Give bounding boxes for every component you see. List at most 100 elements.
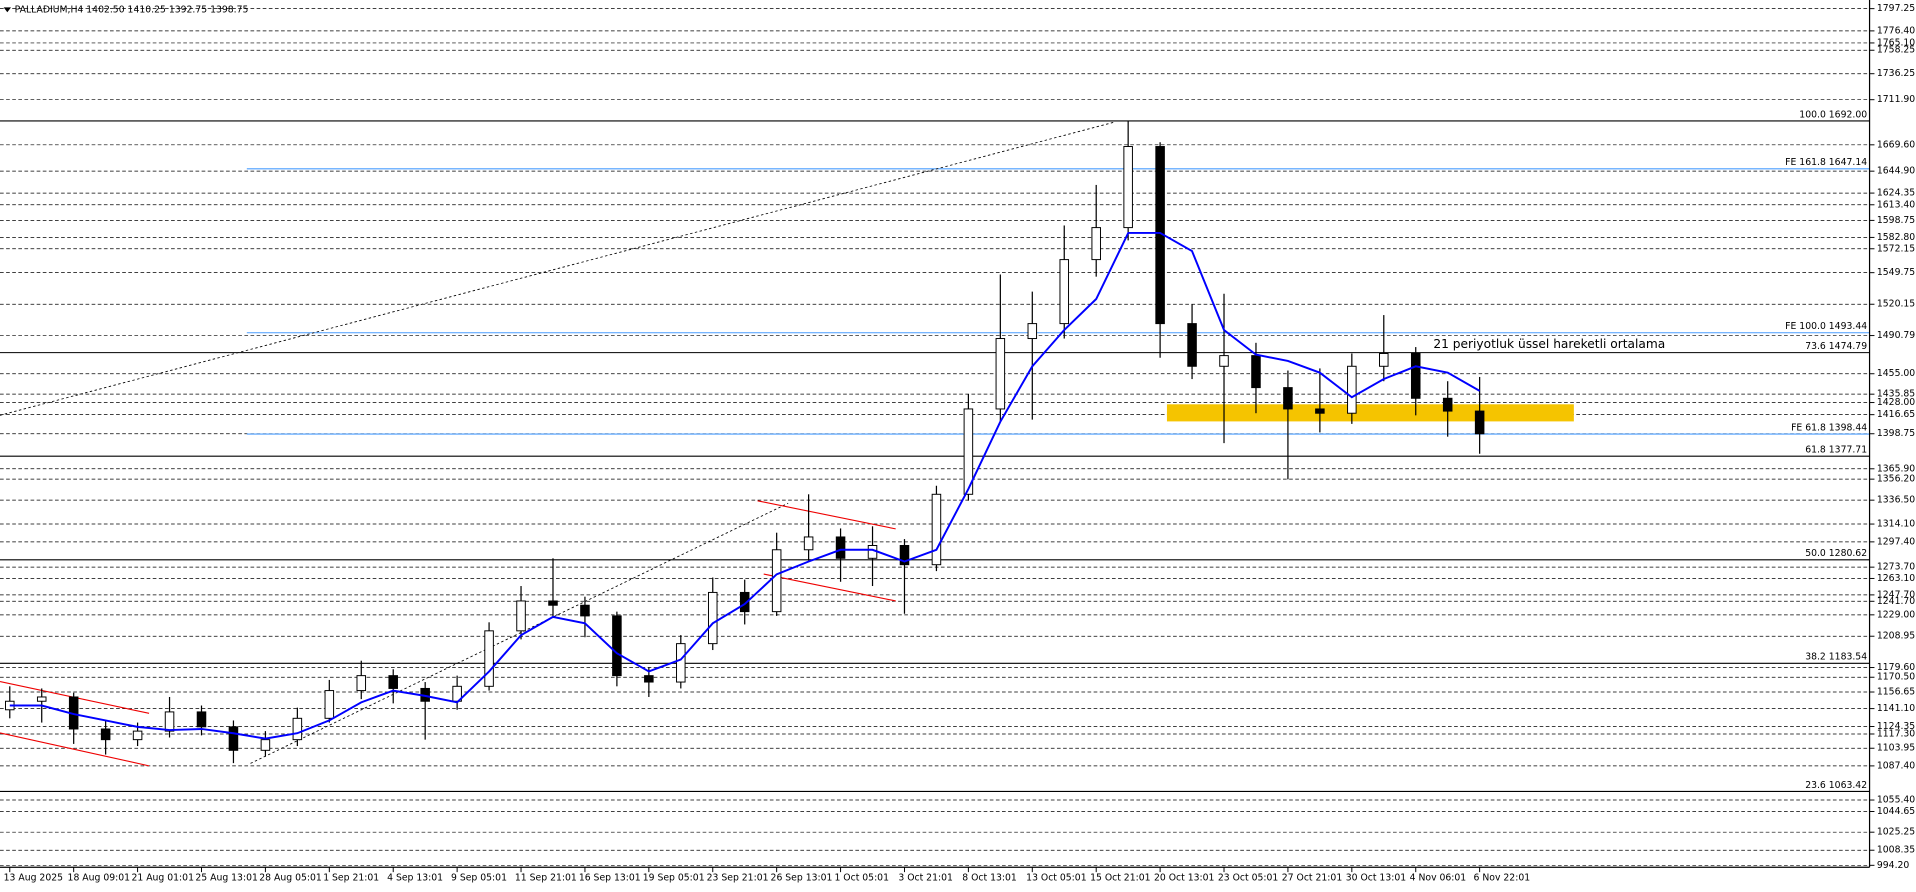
y-tick-label: 1156.65: [1877, 687, 1915, 698]
y-tick-label: 1103.95: [1877, 743, 1915, 754]
candle-body: [931, 493, 942, 566]
fibo-label: 61.8 1377.71: [1805, 445, 1867, 456]
y-tick-label: 1582.80: [1877, 232, 1915, 243]
fibo-label: 73.6 1474.79: [1805, 341, 1867, 352]
candle-body: [707, 591, 718, 645]
candle-body: [1442, 397, 1453, 412]
x-tick-label: 8 Oct 13:01: [962, 873, 1017, 884]
candle-body: [803, 536, 814, 551]
y-tick-label: 1008.35: [1877, 845, 1915, 856]
y-tick-label: 1758.25: [1877, 45, 1915, 56]
candle-body: [132, 730, 143, 741]
y-tick-label: 1025.25: [1877, 827, 1915, 838]
expansion-label: FE 100.0 1493.44: [1785, 321, 1867, 332]
candle-body: [260, 739, 271, 751]
x-tick-label: 6 Nov 22:01: [1474, 873, 1531, 884]
y-tick-label: 1241.70: [1877, 596, 1915, 607]
fibo-label: 23.6 1063.42: [1805, 780, 1867, 791]
expansion-trendline: [250, 502, 789, 764]
ema-annotation: 21 periyotluk üssel hareketli ortalama: [1433, 337, 1665, 351]
channel-line: [763, 573, 896, 602]
channel-line: [757, 500, 896, 530]
fibo-label: 50.0 1280.62: [1805, 548, 1867, 559]
expansion-label: FE 61.8 1398.44: [1791, 422, 1867, 433]
x-tick-label: 18 Aug 09:01: [68, 873, 131, 884]
y-tick-label: 1179.60: [1877, 662, 1915, 673]
candle-body: [196, 711, 207, 728]
candle-body: [1379, 352, 1389, 367]
candle-body: [484, 630, 494, 687]
y-tick-label: 1490.79: [1877, 330, 1915, 341]
fibo-label: 38.2 1183.54: [1805, 652, 1867, 663]
y-tick-label: 1117.30: [1877, 728, 1915, 739]
candle-body: [356, 675, 367, 692]
candle-body: [324, 690, 335, 719]
y-tick-label: 1572.15: [1877, 243, 1915, 254]
y-tick-label: 1669.60: [1877, 139, 1915, 150]
candle-body: [1315, 408, 1325, 414]
x-tick-label: 19 Sep 05:01: [643, 873, 705, 884]
y-tick-label: 1613.40: [1877, 199, 1915, 210]
y-tick-label: 1141.10: [1877, 703, 1915, 714]
y-tick-label: 1247.70: [1877, 589, 1915, 600]
x-tick-label: 26 Sep 13:01: [771, 873, 833, 884]
y-tick-label: 1711.90: [1877, 94, 1915, 105]
candle-body: [835, 536, 846, 559]
candle-body: [292, 717, 303, 741]
y-tick-label: 1644.90: [1877, 166, 1915, 177]
x-tick-label: 23 Oct 05:01: [1218, 873, 1279, 884]
candle-body: [1091, 227, 1101, 261]
x-tick-label: 4 Nov 06:01: [1410, 873, 1467, 884]
y-tick-label: 1435.85: [1877, 389, 1915, 400]
x-tick-label: 27 Oct 21:01: [1282, 873, 1343, 884]
x-tick-label: 11 Sep 21:01: [515, 873, 577, 884]
x-tick-label: 20 Oct 13:01: [1154, 873, 1215, 884]
x-tick-label: 13 Aug 2025: [4, 873, 63, 884]
y-tick-label: 1314.10: [1877, 519, 1915, 530]
candle-body: [100, 728, 111, 741]
candle-body: [516, 600, 526, 632]
x-tick-label: 1 Sep 21:01: [323, 873, 379, 884]
ema-line: [9, 231, 1481, 740]
candle-body: [963, 408, 974, 495]
y-tick-label: 1297.40: [1877, 536, 1915, 547]
candle-body: [1219, 355, 1229, 367]
candle-body: [612, 615, 622, 677]
y-tick-label: 994.20: [1877, 860, 1910, 871]
y-tick-label: 1356.20: [1877, 474, 1915, 485]
y-tick-label: 1208.95: [1877, 631, 1915, 642]
fibo-label: 100.0 1692.00: [1799, 109, 1867, 120]
x-tick-label: 16 Sep 13:01: [579, 873, 641, 884]
y-tick-label: 1398.75: [1877, 428, 1915, 439]
y-tick-label: 1428.00: [1877, 397, 1915, 408]
x-tick-label: 21 Aug 01:01: [131, 873, 194, 884]
x-tick-label: 4 Sep 13:01: [387, 873, 443, 884]
y-tick-label: 1736.25: [1877, 68, 1915, 79]
candle-body: [388, 675, 398, 689]
y-tick-label: 1365.90: [1877, 463, 1915, 474]
x-tick-label: 13 Oct 05:01: [1026, 873, 1087, 884]
y-tick-label: 1549.75: [1877, 267, 1915, 278]
candle-body: [676, 643, 686, 683]
candle-body: [580, 604, 590, 617]
y-tick-label: 1170.50: [1877, 672, 1915, 683]
fibo-trendline: [0, 121, 1115, 416]
chart-title: PALLADIUM,H4 1402.50 1410.25 1392.75 139…: [15, 4, 249, 15]
y-tick-label: 1263.10: [1877, 573, 1915, 584]
candle-body: [899, 545, 910, 566]
candle-body: [995, 338, 1006, 410]
y-tick-label: 1520.15: [1877, 299, 1915, 310]
x-tick-label: 25 Aug 13:01: [195, 873, 258, 884]
candle-body: [1283, 387, 1293, 410]
menu-icon[interactable]: [3, 7, 11, 13]
candle-body: [1410, 352, 1421, 399]
y-tick-label: 1765.10: [1877, 37, 1915, 48]
x-tick-label: 30 Oct 13:01: [1346, 873, 1407, 884]
expansion-label: FE 161.8 1647.14: [1785, 157, 1867, 168]
candle-body: [644, 675, 654, 683]
x-tick-label: 1 Oct 05:01: [834, 873, 889, 884]
candle-body: [1123, 146, 1133, 229]
candle-body: [771, 549, 782, 613]
y-tick-label: 1273.70: [1877, 562, 1915, 573]
